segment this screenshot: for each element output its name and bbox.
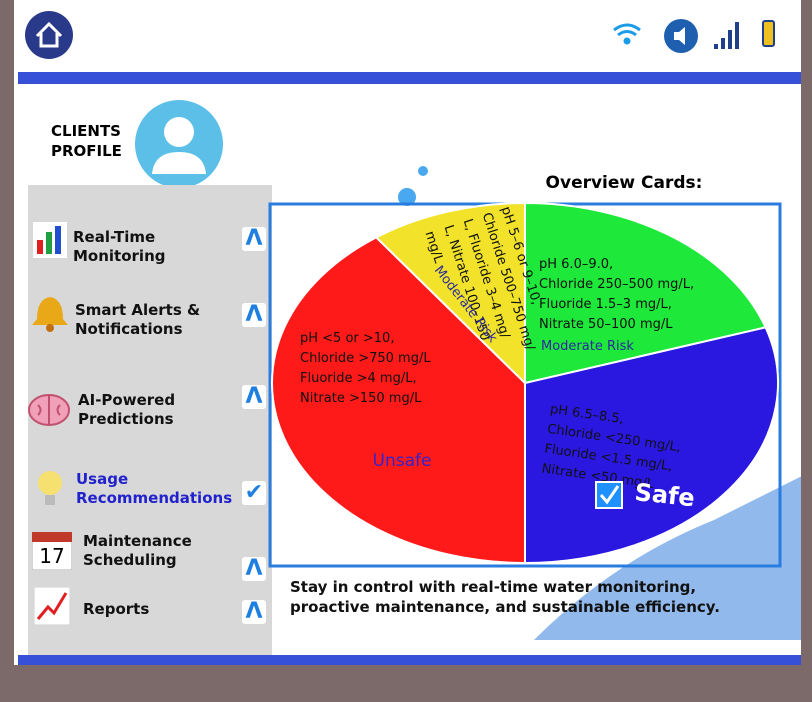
nav-label: Recommendations — [76, 489, 233, 507]
nav-arrow[interactable]: Λ — [242, 227, 266, 251]
nav-label: Notifications — [75, 320, 183, 338]
safe-check-mark — [599, 485, 620, 505]
slice-details: pH 6.5–8.5,Chloride <250 mg/L,Fluoride <… — [541, 402, 682, 492]
detail-line: mg/L — [422, 229, 447, 265]
nav-label: Monitoring — [73, 247, 166, 265]
wifi-icon — [613, 23, 641, 45]
slice-name-group: Unsafe — [373, 451, 432, 471]
nav-arrow[interactable]: Λ — [242, 303, 266, 327]
nav-check[interactable]: ✔ — [242, 481, 266, 505]
detail-line: Fluoride >4 mg/L, — [300, 371, 417, 386]
nav-label: Scheduling — [83, 551, 177, 569]
bell-icon — [32, 297, 68, 332]
pie-slice — [374, 201, 526, 386]
detail-line: Fluoride 1.5–3 mg/L, — [539, 297, 672, 312]
signal-icon — [714, 22, 739, 49]
slice-details: pH <5 or >10, Chloride >750 mg/L Fluoride … — [300, 331, 431, 406]
nav-label: Maintenance — [83, 532, 192, 550]
nav-label: AI-Powered — [78, 391, 176, 409]
bubble — [398, 188, 416, 206]
slice-name: Safe — [633, 478, 696, 512]
slice-name: Unsafe — [373, 451, 432, 471]
detail-line: L, Fluoride 3–4 mg/ — [460, 217, 513, 341]
pie-slice — [271, 236, 526, 565]
chart-frame — [268, 202, 782, 568]
slice-name-group: Safe — [633, 478, 696, 512]
slice-details: pH 5–6 or 9–10,Chloride 500–750 mg/L, Fl… — [422, 205, 544, 353]
pie-slice — [524, 326, 779, 565]
nav-label: Usage — [76, 470, 129, 488]
safe-check — [595, 481, 623, 509]
report-icon — [34, 587, 70, 625]
top-strip — [18, 72, 801, 84]
chart-title: Overview Cards: — [546, 173, 703, 193]
detail-line: Fluoride <1.5 mg/L, — [543, 442, 673, 475]
detail-line: Chloride 250–500 mg/L, — [539, 277, 694, 292]
slice-name: Moderate Risk — [541, 339, 634, 354]
detail-line: pH 5–6 or 9–10, — [498, 205, 544, 307]
detail-line: L, Nitrate 100–150 — [441, 223, 493, 342]
bulb-icon — [38, 471, 62, 505]
nav-label: Real-Time — [73, 228, 156, 246]
bottom-strip — [18, 655, 801, 665]
detail-line: Chloride 500–750 mg/ — [479, 211, 538, 353]
detail-line: pH <5 or >10, — [300, 331, 394, 346]
nav-arrow[interactable]: Λ — [242, 385, 266, 409]
footer-text: Stay in control with real-time water mon… — [290, 578, 720, 616]
calendar-day: 17 — [39, 544, 64, 568]
detail-line: Nitrate >150 mg/L — [300, 391, 422, 406]
home-icon — [35, 21, 63, 48]
nav-label: Predictions — [78, 410, 174, 428]
pie-slice — [524, 201, 768, 385]
detail-line: Chloride >750 mg/L — [300, 351, 431, 366]
detail-line: pH 6.0–9.0, — [539, 257, 613, 272]
nav-item[interactable]: AI-Powered Predictions Λ — [28, 385, 272, 445]
nav-item[interactable]: Usage Recommendations ✔ — [28, 468, 272, 528]
slice-name-group: Moderate Risk — [541, 339, 634, 354]
slice-name: Moderate Risk — [431, 263, 500, 346]
profile-line: PROFILE — [51, 142, 122, 160]
detail-line: Chloride <250 mg/L, — [546, 422, 682, 456]
brain-icon — [28, 394, 70, 426]
app: CLIENTS PROFILE Real-Time Monitoring Λ Sm… — [14, 0, 801, 665]
nav-arrow[interactable]: Λ — [242, 557, 266, 581]
calendar-icon: 17 — [32, 532, 72, 570]
detail-line: pH 6.5–8.5, — [549, 402, 625, 427]
slice-name-group: Moderate Risk — [431, 263, 500, 346]
nav-item[interactable]: 17 Maintenance Scheduling Λ — [28, 530, 272, 590]
nav-label: Smart Alerts & — [75, 301, 201, 319]
chart-icon — [33, 222, 67, 258]
sound-icon — [674, 27, 685, 45]
nav-item[interactable]: Reports Λ — [28, 587, 272, 647]
nav-item[interactable]: Smart Alerts & Notifications Λ — [28, 293, 272, 353]
avatar[interactable] — [132, 100, 228, 190]
nav-arrow[interactable]: Λ — [242, 600, 266, 624]
status-bar — [25, 11, 775, 59]
detail-line: Nitrate 50–100 mg/L — [539, 317, 673, 332]
battery-icon — [762, 20, 775, 47]
nav-label: Reports — [83, 600, 150, 618]
detail-line: Nitrate <50 mg/L — [541, 461, 656, 492]
slice-details: pH 6.0–9.0, Chloride 250–500 mg/L, Fluorid… — [539, 257, 694, 332]
bubble — [418, 166, 428, 176]
nav-item[interactable]: Real-Time Monitoring Λ — [28, 220, 272, 280]
profile-line: CLIENTS — [51, 122, 121, 140]
home-button[interactable] — [25, 11, 73, 59]
profile-title: CLIENTS PROFILE — [51, 121, 122, 161]
sidebar: Real-Time Monitoring Λ Smart Alerts & Noti… — [28, 185, 272, 655]
